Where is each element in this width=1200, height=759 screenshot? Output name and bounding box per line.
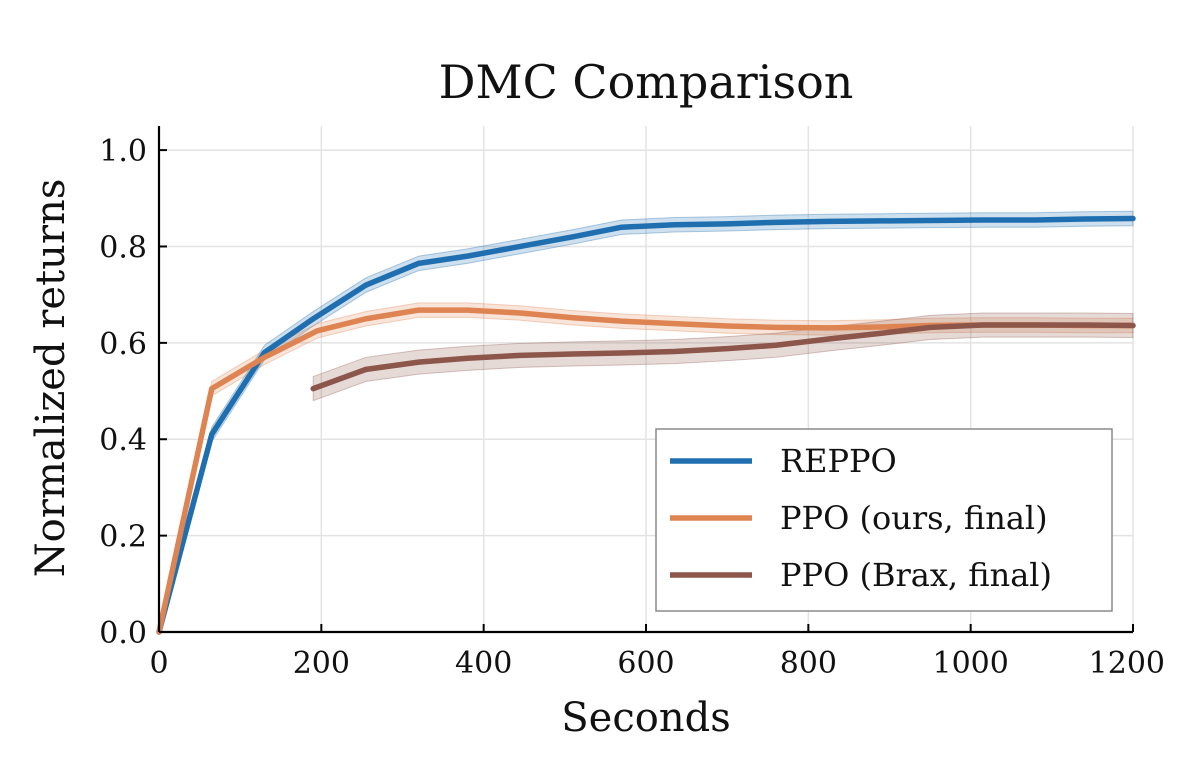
y-tick-label-5: 1.0: [99, 134, 147, 169]
y-tick-label-0: 0.0: [99, 616, 147, 651]
x-tick-label-5: 1000: [932, 646, 1008, 681]
legend-label-1: PPO (ours, final): [780, 499, 1048, 537]
legend: REPPO PPO (ours, final) PPO (Brax, final): [655, 428, 1113, 612]
x-tick-label-3: 600: [617, 646, 674, 681]
x-tick-label-0: 0: [149, 646, 168, 681]
series-band-2: [312, 312, 1134, 402]
x-axis-label: Seconds: [561, 695, 730, 741]
x-tick-label-2: 400: [455, 646, 512, 681]
y-tick-label-1: 0.2: [99, 520, 147, 555]
x-tick-label-4: 800: [780, 646, 837, 681]
series-lines: [156, 215, 1136, 635]
legend-label-0: REPPO: [780, 442, 897, 480]
series-band-1: [158, 302, 1134, 633]
y-tick-label-4: 0.8: [99, 230, 147, 265]
legend-label-2: PPO (Brax, final): [780, 556, 1052, 594]
axes: [157, 126, 1134, 634]
y-tick-label-2: 0.4: [99, 423, 147, 458]
x-tick-label-1: 200: [293, 646, 350, 681]
series-line-0: [156, 215, 1136, 635]
grid-layer: [159, 126, 1134, 632]
confidence-bands: [158, 210, 1134, 633]
x-tick-label-6: 1200: [1089, 646, 1165, 681]
y-tick-label-3: 0.6: [99, 327, 147, 362]
chart-title: DMC Comparison: [439, 55, 854, 109]
y-axis-label: Normalized returns: [28, 179, 74, 578]
tick-labels: 0 200 400 600 800 1000 1200 0.0 0.2 0.4 0.6 0.8 1.0: [99, 134, 1165, 681]
series-line-2: [310, 322, 1136, 392]
series-band-0: [158, 210, 1134, 633]
